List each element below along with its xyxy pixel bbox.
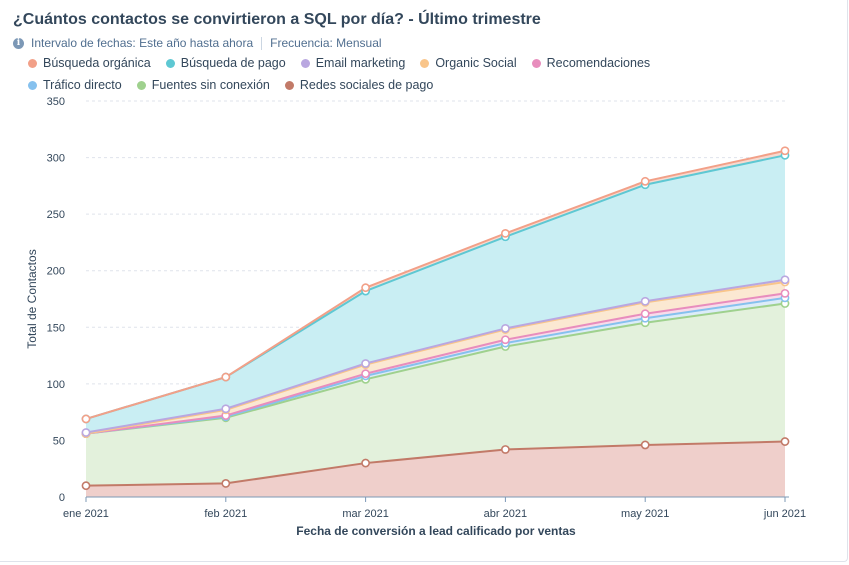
legend-label: Redes sociales de pago	[299, 78, 434, 92]
data-point[interactable]	[81, 481, 91, 491]
legend-label: Búsqueda de pago	[180, 56, 286, 70]
y-tick-label: 350	[47, 96, 65, 108]
legend-item[interactable]: Email marketing	[300, 56, 406, 70]
data-point[interactable]	[780, 275, 790, 285]
y-tick-label: 100	[47, 379, 65, 391]
area-fuentes-sin-conexión	[86, 303, 785, 486]
legend-swatch	[28, 58, 37, 68]
data-point[interactable]	[780, 288, 790, 298]
x-axis-title: Fecha de conversión a lead calificado po…	[296, 524, 576, 538]
legend-item[interactable]: Búsqueda de pago	[165, 56, 286, 70]
data-point[interactable]	[780, 437, 790, 446]
legend-swatch	[300, 58, 310, 68]
legend-swatch	[136, 80, 146, 90]
data-point[interactable]	[361, 359, 370, 368]
legend-label: Búsqueda orgánica	[43, 56, 151, 70]
data-point[interactable]	[500, 324, 510, 333]
legend-swatch	[28, 80, 37, 90]
area-tráfico-directo	[86, 297, 785, 434]
series-line	[85, 281, 786, 435]
legend-item[interactable]: Organic Social	[420, 56, 517, 70]
report-meta: i Intervalo de fechas: Este año hasta ah…	[13, 36, 382, 50]
series-line	[85, 292, 786, 435]
legend-swatch	[165, 58, 175, 68]
data-point[interactable]	[221, 404, 231, 414]
data-point[interactable]	[81, 414, 91, 424]
info-icon[interactable]: i	[13, 37, 24, 49]
legend-label: Organic Social	[435, 56, 517, 70]
data-point[interactable]	[361, 458, 370, 468]
legend-item[interactable]: Recomendaciones	[531, 56, 651, 70]
y-tick-label: 250	[47, 209, 65, 221]
data-point[interactable]	[640, 296, 650, 306]
data-point[interactable]	[500, 228, 510, 238]
data-point[interactable]	[81, 428, 91, 437]
data-point[interactable]	[221, 479, 231, 488]
meta-divider	[261, 36, 263, 50]
data-point[interactable]	[221, 372, 231, 382]
report-title: ¿Cuántos contactos se convirtieron a SQL…	[13, 11, 541, 28]
series-line	[85, 440, 786, 487]
chart-legend: Búsqueda orgánica Búsqueda de pago Email m…	[28, 56, 728, 92]
x-tick-label: feb 2021	[204, 508, 247, 520]
data-point[interactable]	[640, 176, 650, 186]
legend-label: Recomendaciones	[546, 56, 651, 70]
area-redes-sociales-de-pago	[86, 441, 785, 497]
frequency-label: Frecuencia: Mensual	[270, 36, 382, 50]
area-búsqueda-de-pago	[86, 155, 785, 433]
x-tick-label: mar 2021	[342, 508, 388, 520]
data-point[interactable]	[640, 440, 650, 450]
y-axis-title: Total de Contactos	[25, 249, 39, 348]
legend-swatch	[531, 58, 541, 68]
x-tick-label: may 2021	[621, 508, 669, 520]
legend-item[interactable]: Redes sociales de pago	[284, 78, 434, 92]
legend-label: Fuentes sin conexión	[151, 78, 270, 92]
x-tick-label: ene 2021	[63, 508, 109, 520]
data-point[interactable]	[500, 335, 510, 345]
legend-item[interactable]: Búsqueda orgánica	[28, 56, 151, 70]
data-point[interactable]	[640, 309, 650, 319]
legend-swatch	[420, 58, 430, 68]
y-tick-label: 50	[53, 435, 65, 447]
data-point[interactable]	[780, 146, 790, 156]
y-tick-label: 150	[47, 322, 65, 334]
data-point[interactable]	[500, 445, 510, 454]
x-tick-label: abr 2021	[484, 508, 527, 520]
legend-label: Tráfico directo	[43, 78, 122, 92]
data-point[interactable]	[361, 369, 370, 379]
y-tick-label: 0	[59, 492, 65, 504]
legend-item[interactable]: Fuentes sin conexión	[136, 78, 270, 92]
series-line	[85, 149, 786, 420]
y-tick-label: 300	[47, 153, 65, 165]
y-tick-label: 200	[47, 266, 65, 278]
legend-item[interactable]: Tráfico directo	[28, 78, 122, 92]
date-range-label: Intervalo de fechas: Este año hasta ahor…	[31, 36, 254, 50]
series-line	[85, 278, 786, 434]
legend-label: Email marketing	[315, 56, 406, 70]
x-tick-label: jun 2021	[763, 508, 806, 520]
legend-swatch	[284, 80, 294, 90]
data-point[interactable]	[361, 283, 370, 293]
